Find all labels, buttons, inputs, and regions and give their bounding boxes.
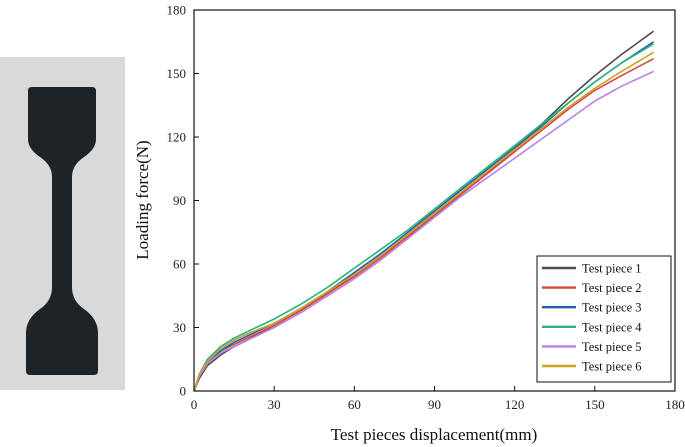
series-line-6 [193,51,655,392]
y-tick-label: 0 [180,384,187,399]
series-line-4 [193,43,655,392]
legend-label-6: Test piece 6 [582,360,642,374]
y-tick-label: 180 [167,3,187,18]
plot-frame [193,9,676,392]
y-tick-label: 150 [167,66,187,81]
legend-box [536,255,672,383]
x-tick-label: 0 [191,397,198,412]
chart: 0 30 60 90 120 150 180 0 30 60 90 120 150 180 Loadin… [133,3,685,445]
legend-label-3: Test piece 3 [582,301,642,315]
x-axis-title: Test pieces displacement(mm) [331,425,538,444]
y-tick-label: 90 [173,193,186,208]
y-tick-label: 30 [173,320,186,335]
y-axis-title: Loading force(N) [133,140,152,259]
specimen-photo [0,57,125,390]
x-tick-label: 90 [428,397,441,412]
x-tick-label: 180 [665,397,685,412]
series-lines [193,30,655,392]
x-axis-ticks: 0 30 60 90 120 150 180 [191,386,685,412]
y-tick-label: 120 [167,130,187,145]
legend-entries: Test piece 1 Test piece 2 Test piece 3 Test… [542,262,642,374]
x-tick-label: 120 [505,397,524,412]
x-tick-label: 150 [585,397,605,412]
dogbone-specimen-icon [26,87,98,375]
legend-label-4: Test piece 4 [582,320,642,334]
legend: Test piece 1 Test piece 2 Test piece 3 Test… [536,255,672,383]
legend-label-1: Test piece 1 [582,262,642,276]
legend-label-2: Test piece 2 [582,281,642,295]
y-tick-label: 60 [173,257,186,272]
series-line-5 [193,70,654,392]
y-axis-ticks: 0 30 60 90 120 150 180 [167,3,199,399]
legend-label-5: Test piece 5 [582,340,642,354]
x-tick-label: 60 [348,397,361,412]
x-tick-label: 30 [268,397,281,412]
